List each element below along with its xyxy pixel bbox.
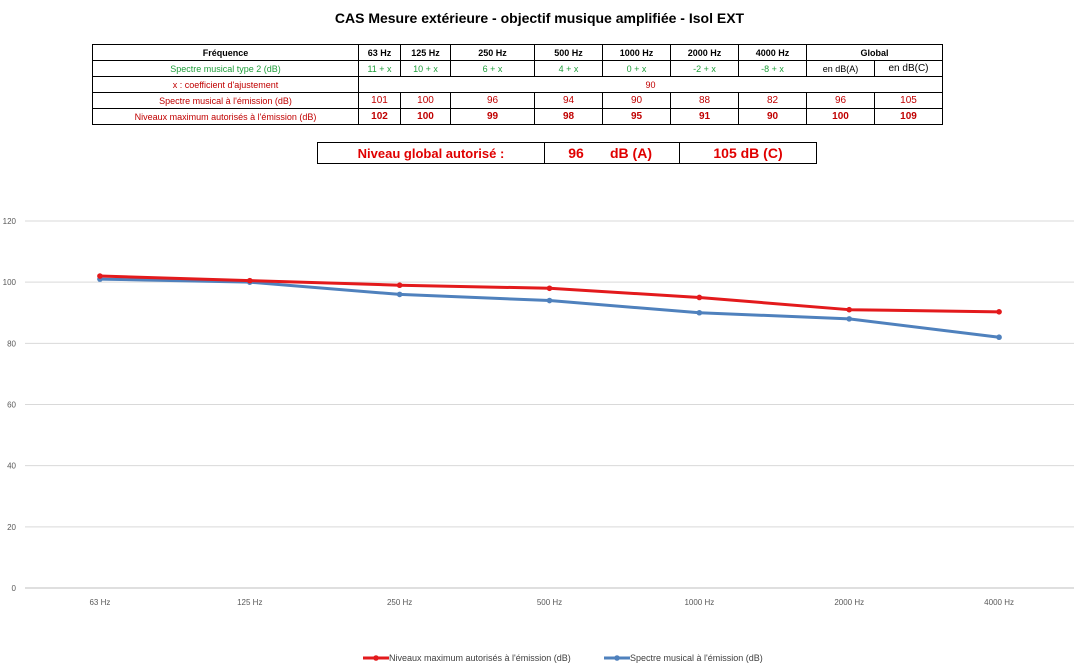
coef-value: 90 — [358, 76, 943, 93]
global-level-label: Niveau global autorisé : — [317, 142, 545, 164]
emission-label: Spectre musical à l'émission (dB) — [92, 92, 359, 109]
series — [97, 273, 1002, 341]
x-tick-label: 63 Hz — [89, 598, 110, 607]
max-global-a: 100 — [806, 108, 875, 125]
table-cell: 102 — [358, 108, 401, 125]
y-tick-label: 60 — [7, 401, 16, 410]
table-cell: 98 — [534, 108, 603, 125]
global-level-box: Niveau global autorisé : 96 dB (A) 105 dB… — [317, 142, 817, 164]
data-point — [396, 291, 403, 298]
freq-4000: 4000 Hz — [738, 44, 807, 61]
data-point — [246, 277, 253, 284]
freq-250: 250 Hz — [450, 44, 535, 61]
data-point — [696, 309, 703, 316]
global-level-a-value: 96 — [568, 145, 584, 161]
line-chart: 0 20 40 60 80 100 120 63 Hz 125 Hz 250 Hz 500 Hz 1… — [3, 217, 1074, 663]
x-tick-label: 500 Hz — [537, 598, 562, 607]
header-row: Fréquence 63 Hz 125 Hz 250 Hz 500 Hz 100… — [92, 44, 943, 61]
table-cell: 11 + x — [358, 60, 401, 77]
table-cell: 101 — [358, 92, 401, 109]
table-cell: 90 — [738, 108, 807, 125]
global-level-a-unit: dB (A) — [610, 145, 652, 161]
freq-1000: 1000 Hz — [602, 44, 671, 61]
freq-500: 500 Hz — [534, 44, 603, 61]
table-cell: 0 + x — [602, 60, 671, 77]
table-cell: 10 + x — [400, 60, 451, 77]
spectre-type-row: Spectre musical type 2 (dB) 11 + x 10 + … — [92, 60, 943, 77]
table-cell: 94 — [534, 92, 603, 109]
y-axis-ticks: 0 20 40 60 80 100 120 — [3, 217, 17, 593]
global-level-a: 96 dB (A) — [544, 142, 680, 164]
max-row: Niveaux maximum autorisés à l'émission (… — [92, 108, 943, 125]
data-point — [846, 306, 853, 313]
y-tick-label: 120 — [3, 217, 17, 226]
y-tick-label: 20 — [7, 523, 16, 532]
global-level-c: 105 dB (C) — [679, 142, 817, 164]
coef-row: x : coefficient d'ajustement 90 — [92, 76, 943, 93]
emission-row: Spectre musical à l'émission (dB) 101 10… — [92, 92, 943, 109]
max-global-c: 109 — [874, 108, 943, 125]
table-cell: 100 — [400, 108, 451, 125]
global-header: Global — [806, 44, 943, 61]
table-cell: 88 — [670, 92, 739, 109]
freq-2000: 2000 Hz — [670, 44, 739, 61]
x-tick-label: 4000 Hz — [984, 598, 1014, 607]
legend-marker — [614, 655, 620, 661]
table-cell: 95 — [602, 108, 671, 125]
x-tick-label: 1000 Hz — [684, 598, 714, 607]
data-point — [846, 316, 853, 322]
table-cell: 100 — [400, 92, 451, 109]
x-tick-label: 250 Hz — [387, 598, 412, 607]
page-title: CAS Mesure extérieure - objectif musique… — [334, 10, 745, 26]
x-axis-ticks: 63 Hz 125 Hz 250 Hz 500 Hz 1000 Hz 2000 Hz 400… — [89, 598, 1013, 607]
data-point — [97, 273, 103, 279]
emission-global-c: 105 — [874, 92, 943, 109]
max-label: Niveaux maximum autorisés à l'émission (… — [92, 108, 359, 125]
table-cell: 90 — [602, 92, 671, 109]
data-point — [996, 309, 1002, 315]
x-tick-label: 2000 Hz — [834, 598, 864, 607]
table-cell: 6 + x — [450, 60, 535, 77]
legend: Niveaux maximum autorisés à l'émission (… — [363, 653, 763, 663]
y-tick-label: 80 — [7, 339, 16, 348]
global-a-label: en dB(A) — [806, 60, 875, 77]
spectre-type-label: Spectre musical type 2 (dB) — [92, 60, 359, 77]
series-line — [99, 274, 1000, 314]
header-label: Fréquence — [92, 44, 359, 61]
freq-125: 125 Hz — [400, 44, 451, 61]
gridlines — [25, 220, 1074, 589]
table-cell: 4 + x — [534, 60, 603, 77]
data-point — [696, 294, 703, 301]
table-cell: -8 + x — [738, 60, 807, 77]
legend-marker — [373, 655, 379, 661]
legend-label: Spectre musical à l'émission (dB) — [630, 653, 763, 663]
frequency-table: Fréquence 63 Hz 125 Hz 250 Hz 500 Hz 100… — [92, 44, 943, 125]
table-cell: 91 — [670, 108, 739, 125]
table-cell: 96 — [450, 92, 535, 109]
data-point — [996, 334, 1002, 341]
legend-label: Niveaux maximum autorisés à l'émission (… — [389, 653, 571, 663]
emission-global-a: 96 — [806, 92, 875, 109]
data-point — [396, 282, 403, 289]
freq-63: 63 Hz — [358, 44, 401, 61]
table-cell: 99 — [450, 108, 535, 125]
data-point — [546, 285, 553, 292]
table-cell: -2 + x — [670, 60, 739, 77]
data-point — [546, 297, 553, 304]
global-c-label: en dB(C) — [874, 60, 943, 77]
coef-label: x : coefficient d'ajustement — [92, 76, 359, 93]
table-cell: 82 — [738, 92, 807, 109]
y-tick-label: 40 — [7, 462, 16, 471]
y-tick-label: 0 — [12, 584, 17, 593]
x-tick-label: 125 Hz — [237, 598, 262, 607]
y-tick-label: 100 — [3, 278, 17, 287]
